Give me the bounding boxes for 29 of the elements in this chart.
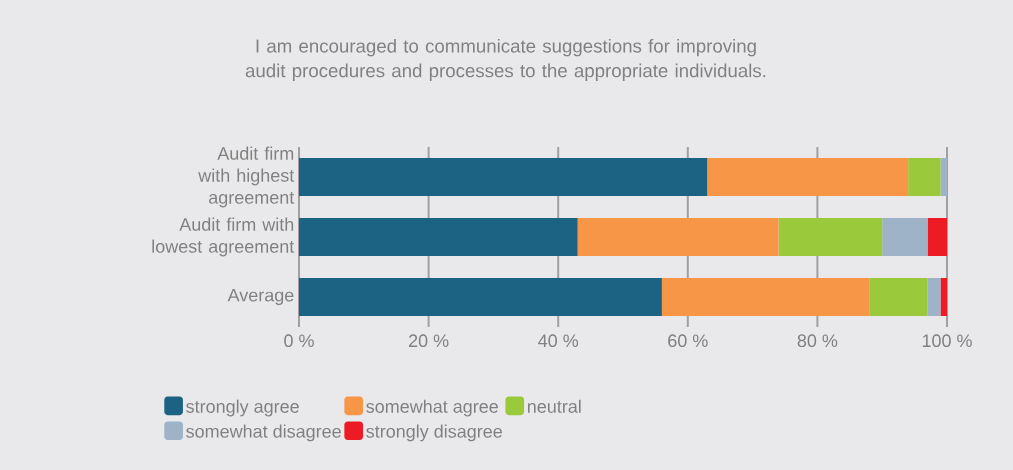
x-tick-label: 0 % — [284, 334, 314, 348]
x-tick-label: 20 % — [408, 334, 449, 348]
legend-label: neutral — [527, 399, 581, 413]
y-tick-label: Average — [227, 288, 294, 306]
legend-label: strongly disagree — [366, 424, 502, 442]
bar — [299, 277, 662, 316]
x-tick-label: 60 % — [668, 334, 708, 348]
y-tick-label: Audit firm with highest agreement — [198, 146, 295, 208]
bar — [927, 217, 947, 256]
bar — [778, 217, 883, 256]
bar — [577, 217, 779, 256]
bar — [940, 277, 947, 316]
legend-label: somewhat agree — [366, 399, 498, 417]
y-tick-label: Audit firm with lowest agreement — [152, 217, 295, 257]
legend-label: somewhat disagree — [186, 424, 341, 442]
bar — [299, 217, 578, 256]
bar — [707, 157, 909, 196]
bar — [869, 277, 928, 316]
bar — [882, 217, 928, 256]
x-tick-label: 80 % — [797, 334, 838, 348]
bar — [927, 277, 941, 316]
chart-title: I am encouraged to communicate suggestions for improving audit procedures and processes to the appropriate individuals. — [245, 38, 766, 82]
bar — [299, 157, 708, 196]
legend-label: strongly agree — [186, 399, 299, 417]
bar — [661, 277, 870, 316]
x-tick-label: 100 % — [922, 334, 972, 348]
bar — [940, 157, 947, 196]
bar — [908, 157, 941, 196]
x-tick-label: 40 % — [538, 334, 579, 348]
